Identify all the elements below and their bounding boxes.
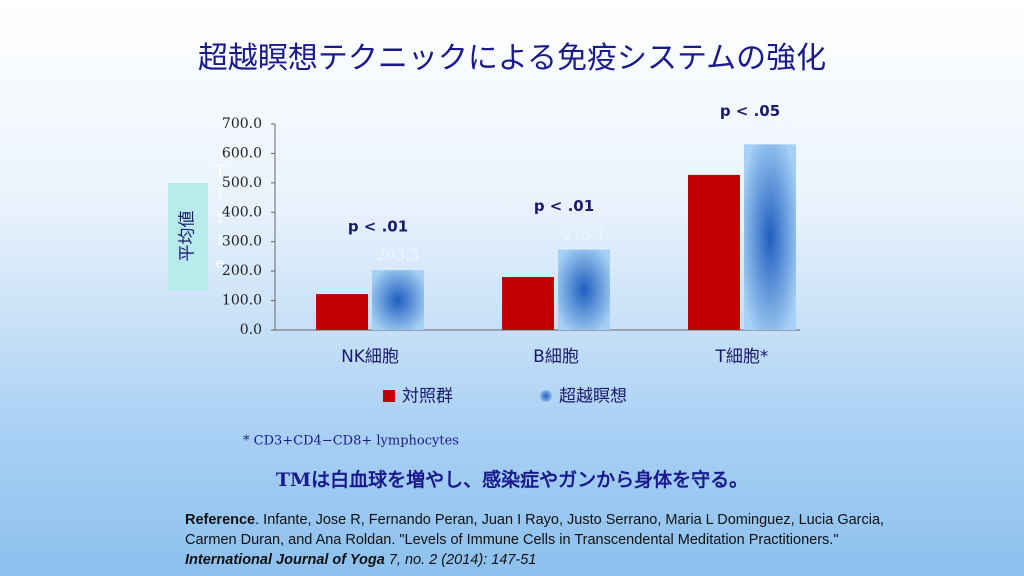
y-tick-label: 0.0: [240, 322, 262, 338]
annotation: p < .05: [720, 102, 780, 120]
x-tick-label: NK細胞: [341, 347, 399, 367]
y-tick-label: 600.0: [222, 145, 262, 161]
legend-label: 超越瞑想: [559, 387, 627, 407]
y-tick-label: 700.0: [222, 116, 262, 132]
y-tick-label: 500.0: [222, 175, 262, 191]
chart: 超越瞑想テクニックによる免疫システムの強化 平均値 * CD3+CD4−CD8+…: [168, 41, 826, 491]
legend-swatch: [540, 390, 552, 402]
bar: [744, 144, 796, 330]
x-tick-label: B細胞: [533, 347, 579, 367]
y-tick-label: 300.0: [222, 234, 262, 250]
annotation: p < .01: [534, 197, 594, 215]
bar: [316, 294, 368, 330]
y-label-box: [168, 183, 208, 290]
reference: Reference. Infante, Jose R, Fernando Per…: [185, 510, 885, 570]
legend-label: 対照群: [402, 387, 453, 407]
annotation: p < .01: [348, 218, 408, 236]
bar: [688, 174, 740, 330]
reference-text: . Infante, Jose R, Fernando Peran, Juan …: [185, 512, 885, 548]
reference-journal: International Journal of Yoga: [185, 552, 385, 568]
y-tick-label: 100.0: [222, 293, 262, 309]
bar: [558, 249, 610, 330]
legend-swatch: [383, 390, 395, 402]
message: TMは白血球を増やし、感染症やガンから身体を守る。: [276, 468, 748, 491]
y-axis-label: 平均値: [178, 211, 198, 262]
y-tick-label: 400.0: [222, 204, 262, 220]
reference-label: Reference: [185, 512, 256, 528]
value-label: 203.5: [377, 246, 420, 264]
footnote: * CD3+CD4−CD8+ lymphocytes: [243, 434, 459, 449]
bar: [502, 277, 554, 330]
value-label: 630.9: [749, 120, 792, 138]
reference-citation: 7, no. 2 (2014): 147-51: [384, 552, 537, 568]
y-tick-label: 200.0: [222, 263, 262, 279]
bar: [372, 270, 424, 330]
x-tick-label: T細胞*: [715, 347, 769, 367]
value-label: 273.1: [563, 226, 606, 244]
slide-title: 超越瞑想テクニックによる免疫システムの強化: [198, 41, 826, 76]
